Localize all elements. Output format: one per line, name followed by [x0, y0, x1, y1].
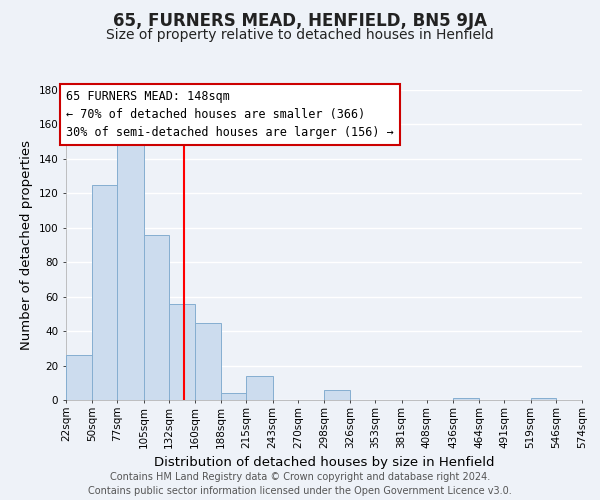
Text: Contains public sector information licensed under the Open Government Licence v3: Contains public sector information licen… [88, 486, 512, 496]
Bar [118, 145, 143, 400]
Bar [195, 322, 221, 400]
Text: 65, FURNERS MEAD, HENFIELD, BN5 9JA: 65, FURNERS MEAD, HENFIELD, BN5 9JA [113, 12, 487, 30]
Bar [143, 234, 169, 400]
X-axis label: Distribution of detached houses by size in Henfield: Distribution of detached houses by size … [154, 456, 494, 469]
Y-axis label: Number of detached properties: Number of detached properties [20, 140, 33, 350]
Bar [92, 184, 118, 400]
Text: 65 FURNERS MEAD: 148sqm
← 70% of detached houses are smaller (366)
30% of semi-d: 65 FURNERS MEAD: 148sqm ← 70% of detache… [66, 90, 394, 139]
Text: Size of property relative to detached houses in Henfield: Size of property relative to detached ho… [106, 28, 494, 42]
Bar [324, 390, 350, 400]
Bar [221, 393, 247, 400]
Bar [530, 398, 556, 400]
Text: Contains HM Land Registry data © Crown copyright and database right 2024.: Contains HM Land Registry data © Crown c… [110, 472, 490, 482]
Bar [247, 376, 272, 400]
Bar [66, 355, 92, 400]
Bar [169, 304, 195, 400]
Bar [453, 398, 479, 400]
